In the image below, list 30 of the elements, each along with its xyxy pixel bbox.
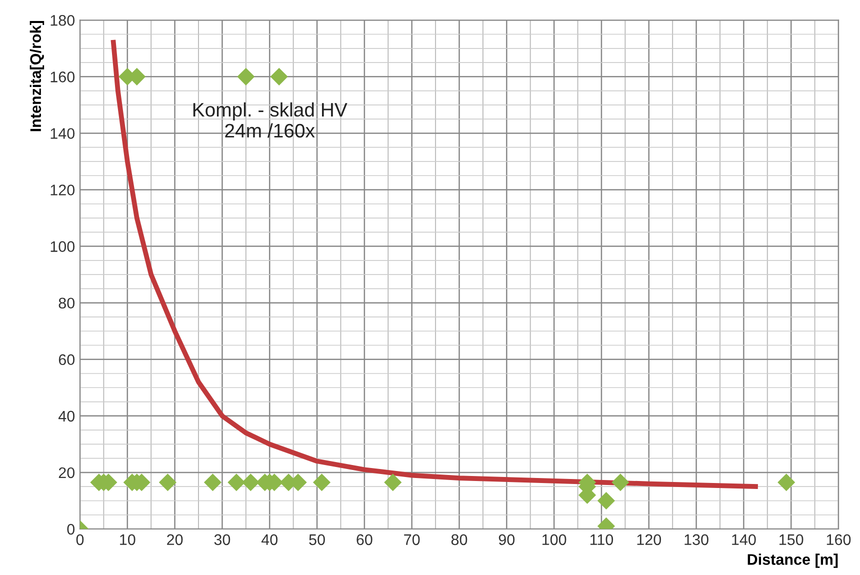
y-tick-label: 40 [58,410,75,422]
y-tick-label: 60 [58,354,75,366]
x-tick-label: 130 [684,534,708,546]
y-axis-title: Intenzita[Q/rok] [30,20,44,132]
x-axis-title: Distance [m] [748,554,838,568]
x-tick-label: 160 [826,534,851,546]
x-tick-label: 140 [732,534,756,546]
y-tick-label: 160 [50,72,75,82]
y-tick-label: 0 [67,524,75,535]
x-tick-label: 10 [120,534,136,546]
x-tick-label: 150 [780,534,804,546]
x-tick-label: 110 [590,534,614,546]
x-tick-label: 40 [261,534,278,546]
x-tick-label: 100 [542,534,566,546]
x-tick-label: 20 [167,534,183,546]
x-tick-label: 0 [76,534,84,546]
x-tick-label: 30 [214,534,230,546]
x-tick-label: 120 [637,534,662,546]
annotation: Kompl. - sklad HV 24m /160x [193,102,348,138]
x-tick-label: 90 [498,534,515,546]
y-tick-label: 140 [50,128,75,139]
y-tick-label: 20 [58,467,75,478]
y-tick-label: 120 [50,184,75,196]
x-tick-label: 80 [451,534,468,546]
x-tick-label: 60 [356,534,372,546]
y-tick-label: 100 [50,241,75,252]
y-tick-label: 80 [58,298,75,309]
y-tick-label: 180 [50,14,75,26]
x-tick-label: 50 [309,534,325,546]
x-tick-label: 70 [404,534,420,546]
